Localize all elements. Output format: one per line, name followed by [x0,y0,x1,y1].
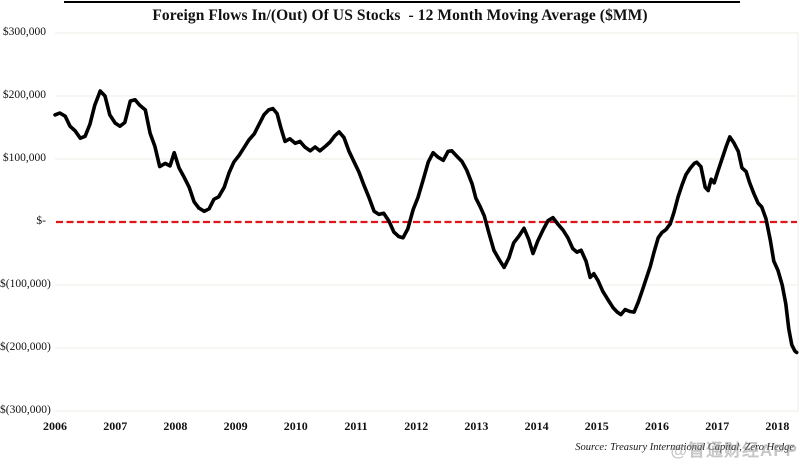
x-tick-label: 2015 [584,419,609,433]
x-tick-label: 2006 [43,419,67,433]
x-tick-label: 2017 [705,419,730,433]
y-tick-label: $200,000 [2,89,46,101]
y-tick-label: $(300,000) [0,404,51,416]
x-tick-label: 2014 [524,419,549,433]
x-tick-label: 2007 [103,419,128,433]
x-tick-label: 2008 [163,419,188,433]
y-tick-label: $(200,000) [0,341,51,353]
y-tick-label: $- [36,215,46,227]
x-tick-label: 2010 [283,419,308,433]
y-tick-label: $300,000 [2,26,46,38]
data-line [53,89,799,355]
chart-title: Foreign Flows In/(Out) Of US Stocks - 12… [152,7,648,24]
y-tick-label: $(100,000) [0,278,51,290]
x-tick-label: 2012 [404,419,429,433]
title-top-rule [64,1,740,3]
y-tick-label: $100,000 [2,152,46,164]
source-note: Source: Treasury International Capital, … [575,442,794,453]
x-tick-label: 2016 [645,419,669,433]
x-tick-label: 2018 [765,419,790,433]
x-tick-label: 2011 [344,419,368,433]
x-tick-label: 2009 [223,419,248,433]
x-tick-label: 2013 [464,419,489,433]
watermark: @智通财经APP [670,441,798,460]
y-axis-labels: $300,000 $200,000 $100,000 $- $(100,000) $(20… [0,0,51,467]
